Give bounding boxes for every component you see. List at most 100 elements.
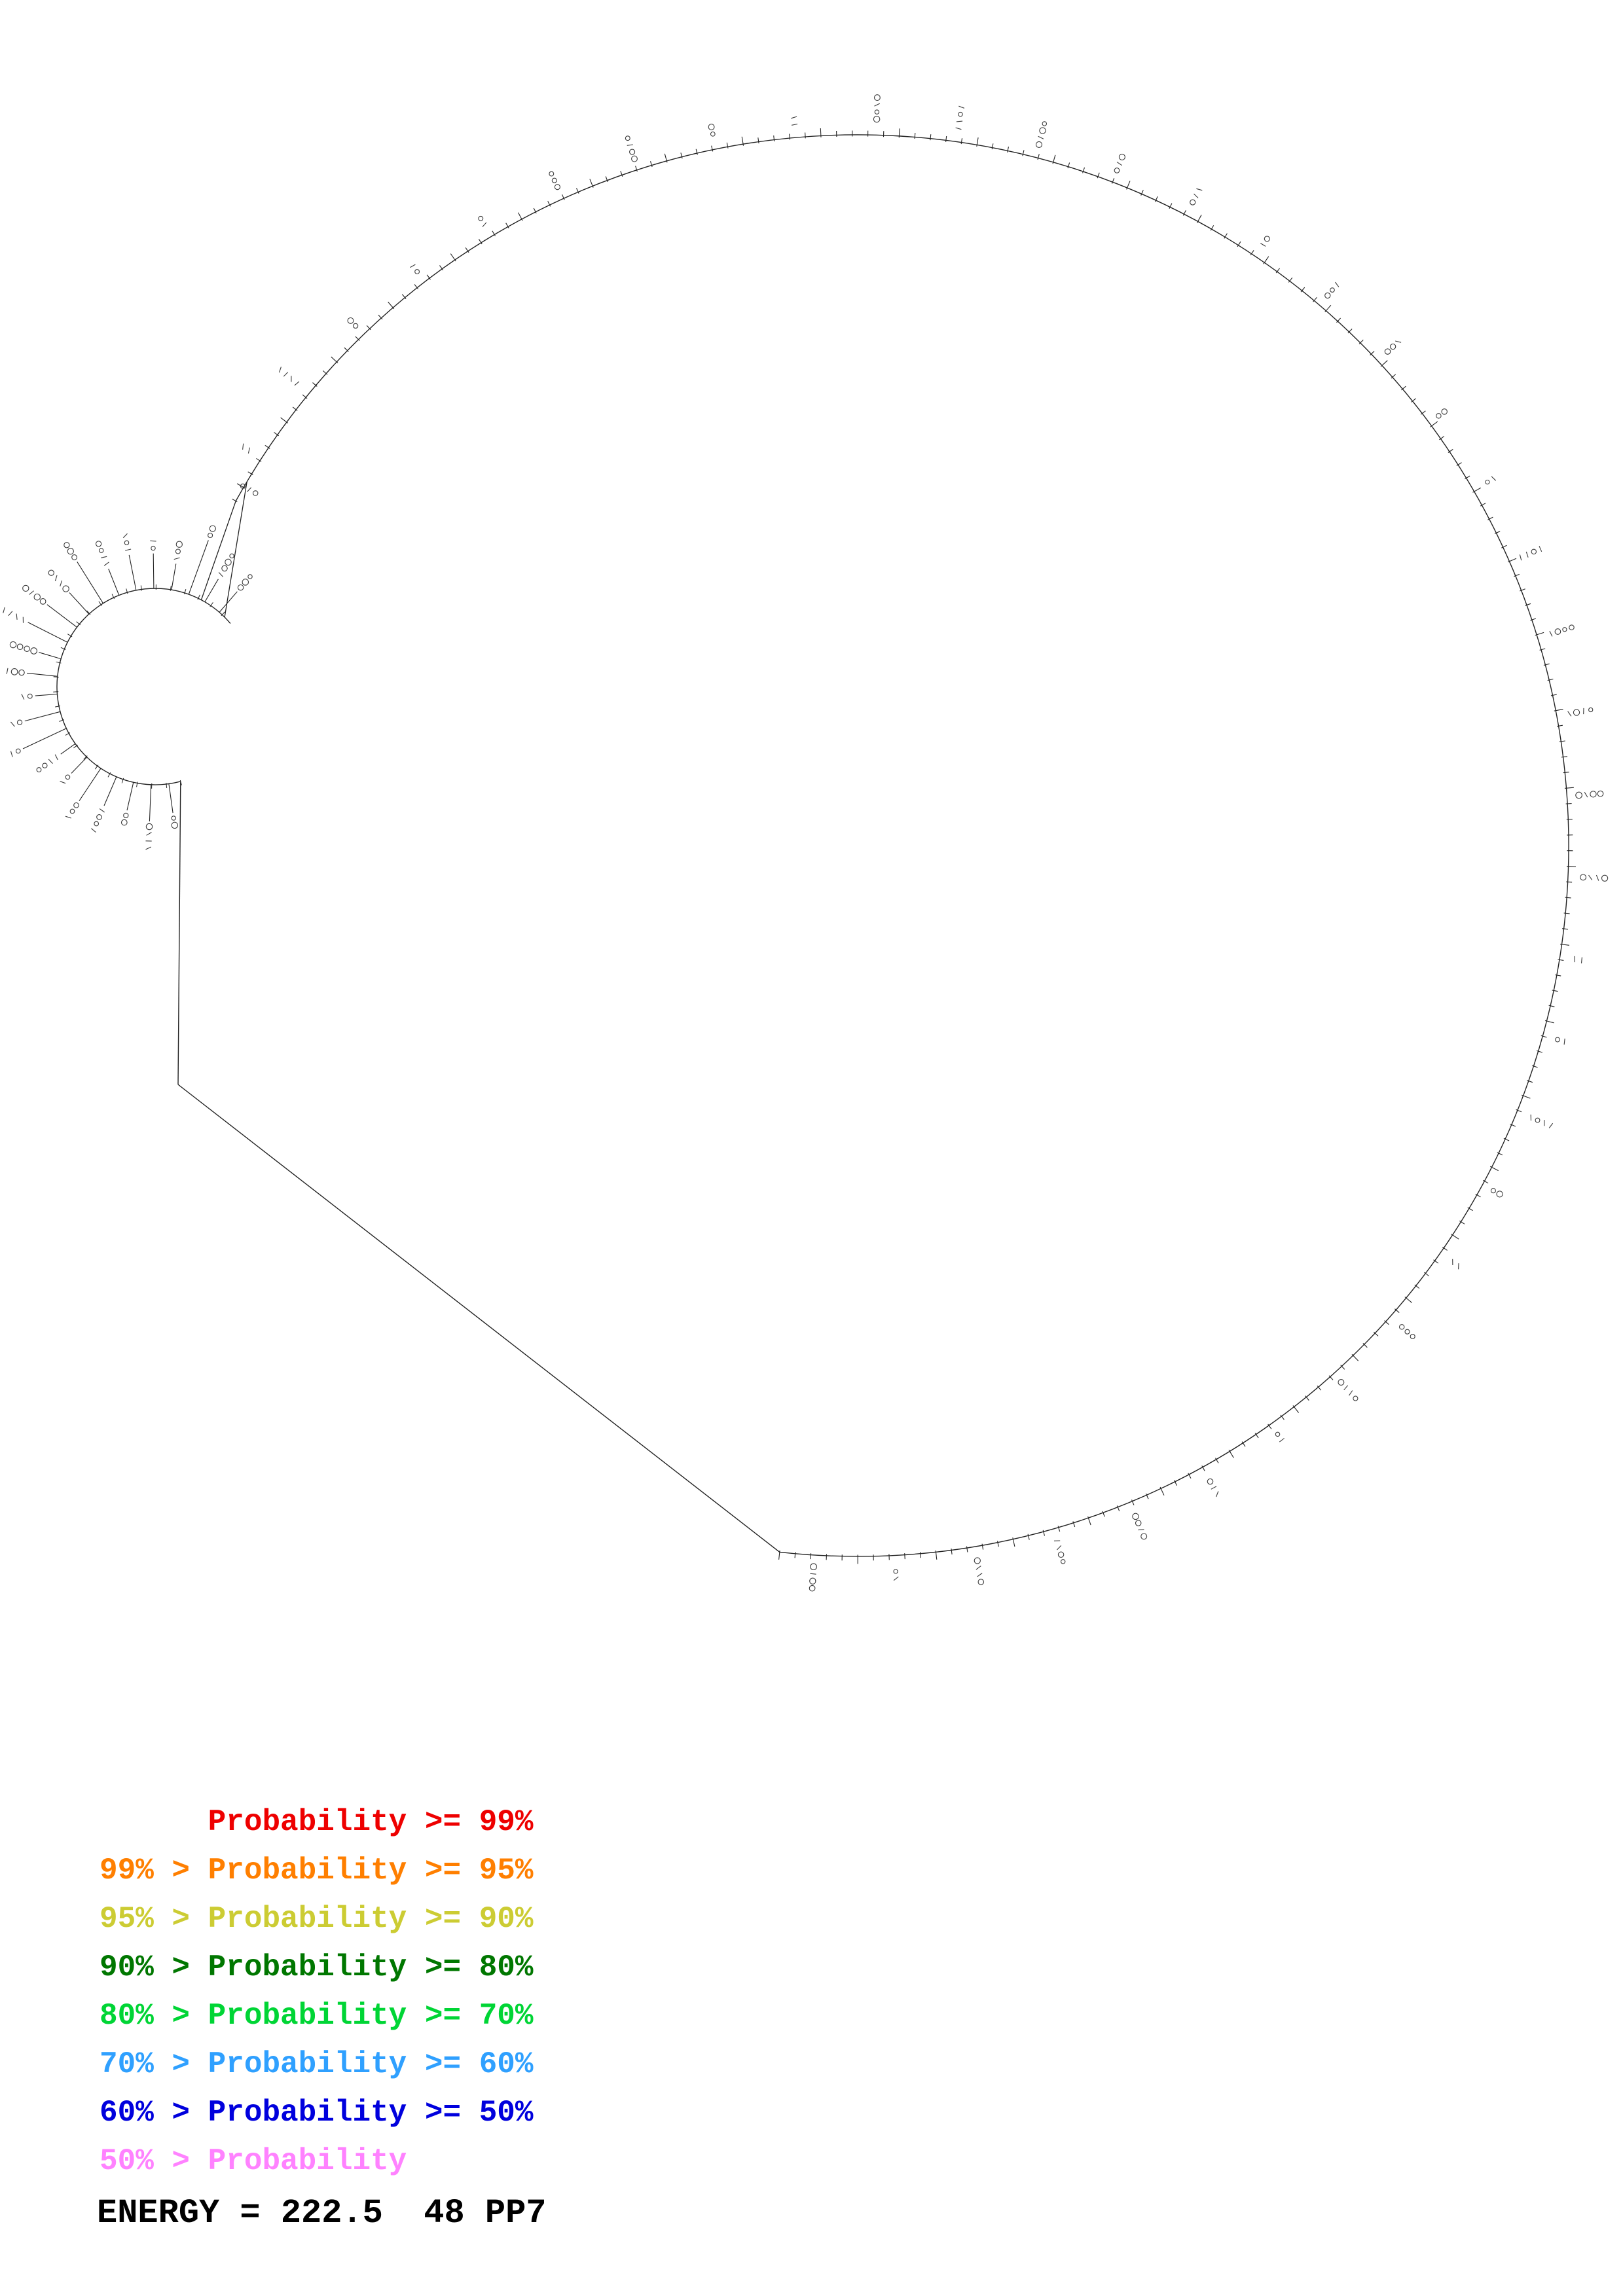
arc-tick: [1537, 1050, 1542, 1053]
loop-base-label: [65, 816, 71, 819]
loop-base-label: [21, 694, 25, 700]
arc-base-label: [956, 120, 963, 122]
loop-spoke: [126, 782, 134, 811]
arc-tick: [1475, 1193, 1481, 1198]
arc-tick: [1420, 410, 1426, 415]
loop-base-label: [123, 812, 129, 819]
arc-tick: [1544, 1020, 1554, 1024]
arc-tick: [401, 294, 407, 299]
arc-tick: [1554, 709, 1563, 711]
arc-tick: [1116, 1505, 1120, 1512]
arc-tick: [561, 194, 565, 200]
arc-base-label: [1135, 1520, 1142, 1526]
arc-base-label: [1330, 287, 1335, 293]
arc-tick: [312, 382, 318, 387]
loop-base-label: [27, 693, 33, 699]
arc-base-label: [1491, 476, 1497, 481]
arc-tick: [935, 1550, 938, 1560]
loop-tick: [86, 610, 91, 615]
arc-tick: [292, 406, 298, 411]
loop-spoke: [219, 591, 238, 613]
arc-base-label: [958, 111, 963, 117]
loop-base-label: [145, 823, 153, 831]
loop-base-label: [237, 584, 244, 591]
arc-tick: [1027, 1534, 1030, 1540]
arc-base-label: [1395, 340, 1402, 343]
arc-tick: [1052, 154, 1056, 164]
loop-spoke: [22, 728, 67, 749]
loop-tick: [121, 778, 124, 783]
arc-tick: [414, 284, 419, 289]
arc-base-label: [478, 215, 484, 221]
arc-base-label: [414, 269, 420, 275]
arc-base-label: [1140, 1533, 1148, 1540]
loop-base-label: [60, 781, 66, 784]
loop-base-label: [18, 669, 25, 676]
legend-item-70: 80% > Probability >= 70%: [100, 1999, 534, 2033]
arc-tick: [280, 417, 289, 423]
arc-tick: [960, 138, 963, 145]
arc-base-label: [1554, 628, 1561, 635]
arc-tick: [1557, 725, 1563, 727]
loop-tick: [179, 780, 182, 785]
arc-base-label: [549, 171, 555, 177]
arc-tick: [1228, 1450, 1234, 1458]
loop-base-label: [229, 553, 234, 559]
arc-tick: [331, 356, 338, 364]
arc-base-label: [1436, 413, 1442, 419]
loop-base-label: [146, 832, 152, 836]
arc-tick: [930, 134, 932, 141]
arc-base-label: [294, 381, 300, 386]
loop-tick: [210, 602, 213, 607]
arc-base-label: [1485, 479, 1490, 485]
loop-spoke: [39, 652, 62, 660]
arc-tick: [388, 302, 395, 310]
arc-base-label: [1580, 874, 1587, 881]
arc-tick: [1539, 648, 1546, 651]
arc-base-label: [791, 123, 798, 126]
arc-base-label: [278, 367, 282, 373]
arc-base-label: [1404, 1329, 1410, 1335]
arc-base-label: [810, 1563, 817, 1571]
loop-base-label: [33, 593, 41, 601]
arc-tick: [1340, 1365, 1345, 1370]
arc-tick: [1288, 277, 1293, 283]
arc-tick: [1087, 1516, 1091, 1526]
arc-tick: [1480, 503, 1486, 507]
arc-tick: [1280, 1414, 1285, 1420]
arc-tick: [1530, 618, 1537, 621]
arc-tick: [264, 444, 270, 449]
legend-item-90: 95% > Probability >= 90%: [100, 1902, 534, 1936]
arc-base-label: [1057, 1545, 1062, 1551]
loop-tick: [94, 764, 99, 770]
arc-tick: [1263, 256, 1269, 264]
arc-tick: [1564, 787, 1574, 789]
arc-tick: [1507, 558, 1517, 563]
loop-base-label: [218, 572, 223, 577]
arc-tick: [450, 253, 456, 262]
loop-base-label: [65, 774, 71, 780]
closing-chord: [177, 1084, 780, 1552]
loop-base-label: [99, 808, 105, 813]
loop-base-label: [94, 821, 100, 827]
arc-base-label: [1490, 1188, 1496, 1194]
arc-base-label: [1590, 791, 1597, 798]
loop-base-label: [208, 532, 213, 539]
arc-tick: [236, 483, 246, 489]
arc-base-label: [976, 1566, 981, 1570]
arc-tick: [1275, 268, 1280, 274]
arc-tick: [344, 347, 349, 352]
arc-tick: [1224, 233, 1228, 239]
arc-base-label: [629, 149, 636, 155]
arc-base-label: [1548, 1122, 1554, 1128]
arc-tick: [1550, 694, 1557, 696]
loop-base-label: [124, 540, 130, 546]
loop-base-label: [98, 548, 104, 553]
loop-tick: [65, 732, 71, 736]
arc-tick: [1097, 172, 1100, 179]
arc-tick: [478, 239, 483, 245]
arc-base-label: [1573, 709, 1580, 716]
arc-tick: [1456, 462, 1462, 466]
arc-base-label: [1039, 127, 1046, 134]
arc-tick: [1007, 146, 1010, 153]
